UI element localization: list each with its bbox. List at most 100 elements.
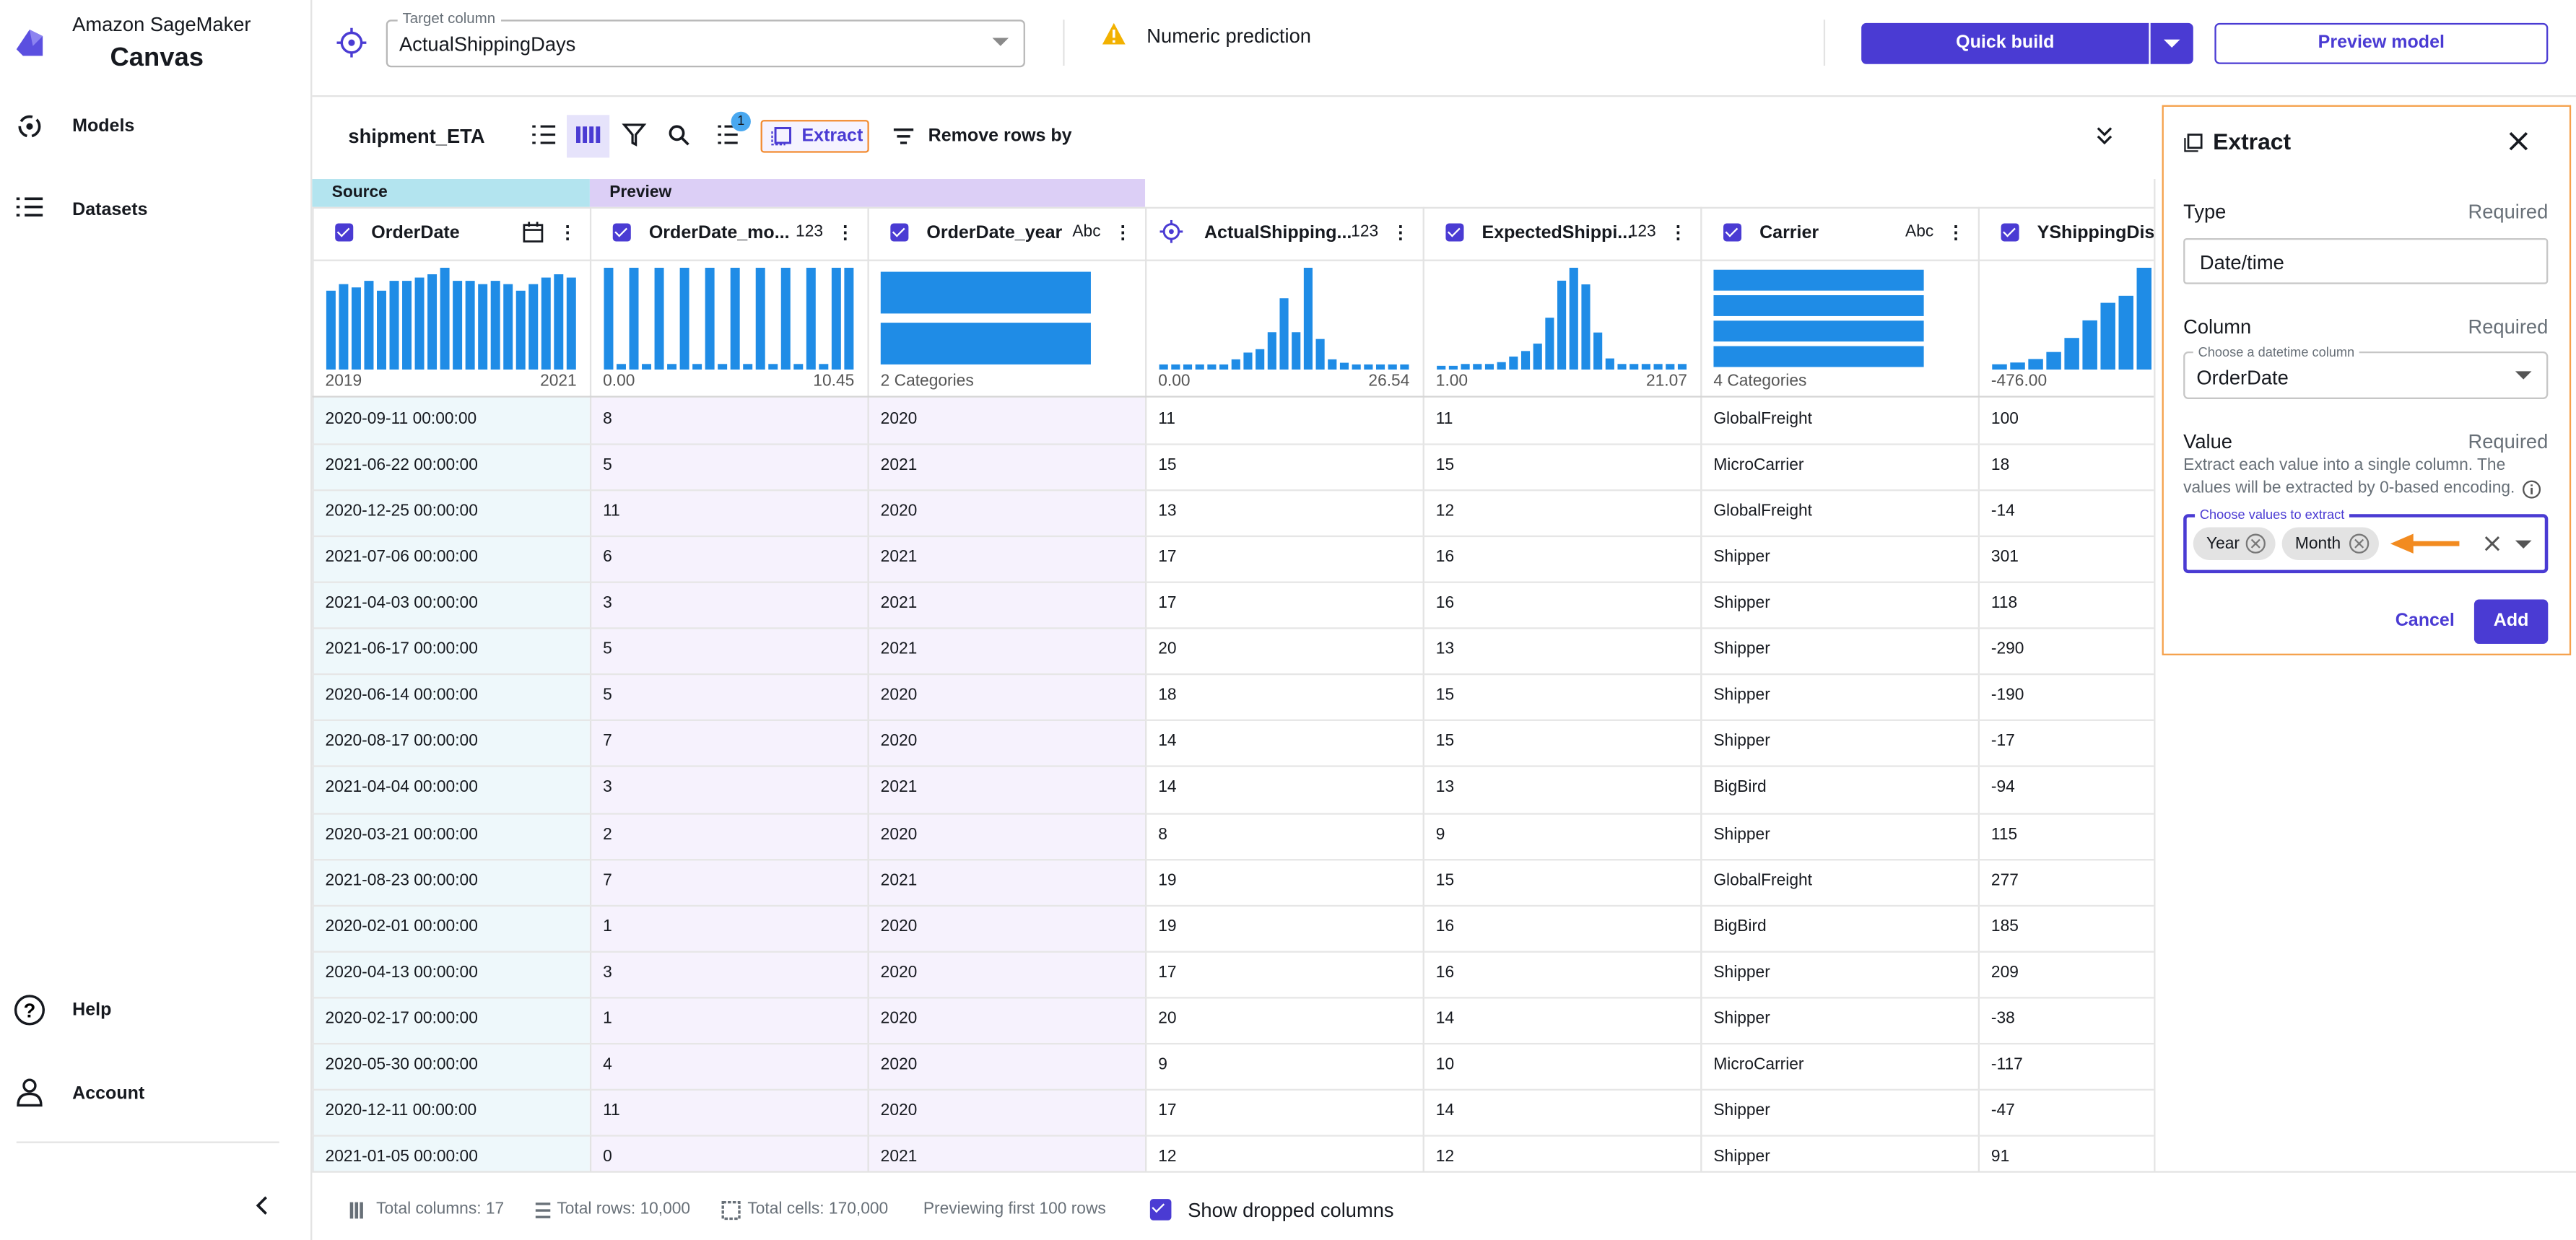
table-cell: 16 — [1435, 964, 1455, 982]
table-cell: 2020-12-11 00:00:00 — [325, 1101, 477, 1120]
total-columns: Total columns: 17 — [376, 1200, 505, 1219]
column-checkbox[interactable] — [612, 223, 631, 242]
collapse-icon[interactable] — [2094, 125, 2114, 147]
histogram-bar — [692, 364, 702, 370]
column-name: OrderDate — [371, 223, 460, 243]
table-cell: 13 — [1158, 502, 1177, 521]
column-menu[interactable]: ⋮ — [558, 223, 577, 243]
target-value: ActualShippingDays — [399, 32, 576, 56]
caret — [992, 38, 1009, 46]
histogram-bar — [1159, 364, 1168, 370]
histogram-bar — [755, 267, 765, 370]
table-cell: 12 — [1435, 502, 1455, 521]
table-cell: 2021-01-05 00:00:00 — [325, 1148, 478, 1166]
type-input[interactable] — [2183, 237, 2549, 284]
warning-icon — [1102, 22, 1126, 45]
table-cell: 2021-06-22 00:00:00 — [325, 456, 478, 475]
table-cell: 185 — [1990, 917, 2019, 936]
histogram-bar — [844, 267, 854, 370]
column-border — [1422, 206, 1424, 1171]
table-cell: 2020 — [880, 917, 918, 936]
nav-item[interactable]: Datasets — [72, 200, 148, 220]
remove-rows[interactable]: Remove rows by — [928, 126, 1072, 147]
nav-item[interactable]: Help — [72, 1000, 112, 1021]
column-menu[interactable]: ⋮ — [1391, 223, 1410, 243]
column-bg — [1700, 397, 1978, 1171]
histogram-bar — [1473, 364, 1482, 370]
table-cell: 0 — [603, 1148, 612, 1166]
badge: 1 — [731, 111, 751, 132]
histogram-min: -476.00 — [1990, 372, 2048, 391]
table-cell: Shipper — [1713, 825, 1770, 844]
histogram-bar — [667, 364, 677, 370]
column-menu[interactable]: ⋮ — [836, 223, 855, 243]
column-type: Abc — [1072, 223, 1101, 242]
table-cell: -14 — [1990, 502, 2015, 521]
date-icon — [523, 222, 544, 243]
table-cell: 18 — [1990, 456, 2010, 475]
quick-build-button[interactable]: Quick build — [1861, 22, 2149, 64]
chip[interactable] — [2193, 527, 2276, 560]
extract-icon — [771, 127, 791, 146]
chip-remove-icons[interactable] — [2245, 533, 2377, 554]
collapse-button[interactable] — [253, 1194, 272, 1217]
table-cell: 14 — [1158, 779, 1177, 798]
table-cell: 91 — [1990, 1148, 2010, 1166]
nav-item[interactable]: Account — [72, 1083, 145, 1104]
table-cell: 3 — [603, 779, 612, 798]
chip[interactable] — [2281, 527, 2379, 560]
histogram-bar — [1593, 332, 1603, 370]
clear-button[interactable] — [2484, 536, 2501, 552]
histogram-bar — [1279, 298, 1289, 370]
column-checkbox[interactable] — [890, 223, 909, 242]
add-button[interactable]: Add — [2473, 599, 2549, 644]
table-cell: 115 — [1990, 825, 2018, 844]
extract-button[interactable] — [760, 120, 869, 153]
histogram-min: 0.00 — [603, 372, 635, 391]
target-select[interactable] — [386, 19, 1025, 68]
histogram-bar — [427, 274, 438, 370]
column-checkbox[interactable] — [1723, 223, 1742, 242]
histogram-bar — [1677, 364, 1687, 370]
models-icon — [18, 115, 41, 138]
table-cell: 11 — [1158, 410, 1175, 429]
show-dropped-checkbox[interactable] — [1149, 1199, 1172, 1221]
table-cell: 2021 — [880, 595, 918, 614]
table-cell: 12 — [1435, 1148, 1455, 1166]
preview-model-button[interactable]: Preview model — [2214, 22, 2549, 64]
histogram-bar — [1315, 339, 1325, 370]
column-menu[interactable]: ⋮ — [1113, 223, 1132, 243]
column-menu[interactable]: ⋮ — [1668, 223, 1687, 243]
type-label: Type — [2183, 200, 2227, 224]
group-label: Source — [331, 183, 388, 202]
column-value: OrderDate — [2196, 366, 2289, 390]
histogram-bar — [1605, 358, 1614, 370]
column-checkbox[interactable] — [335, 223, 354, 242]
row-border — [312, 1135, 2154, 1137]
info-icon[interactable] — [2522, 479, 2541, 499]
table-cell: 2021-04-04 00:00:00 — [325, 779, 478, 798]
histogram-bar — [503, 284, 513, 370]
table-cell: 2020 — [880, 733, 918, 751]
cancel-button[interactable]: Cancel — [2395, 611, 2455, 631]
histogram-bar — [566, 277, 576, 370]
column-menu[interactable]: ⋮ — [1946, 223, 1965, 243]
table-cell: 1 — [603, 1009, 612, 1028]
topbar-border — [312, 95, 2576, 97]
histogram-bar — [490, 281, 500, 370]
histogram-bar — [1195, 364, 1204, 370]
table-cell: 16 — [1435, 595, 1455, 614]
table-cell: 2020-05-30 00:00:00 — [325, 1055, 478, 1074]
table-cell: -17 — [1990, 733, 2015, 751]
column-bg — [1145, 397, 1423, 1171]
column-checkbox[interactable] — [1445, 223, 1464, 242]
column-checkbox[interactable] — [2001, 223, 2019, 242]
column-select[interactable] — [2183, 351, 2549, 399]
table-cell: -290 — [1990, 641, 2024, 660]
footer-icons — [349, 1200, 741, 1221]
nav-item[interactable]: Models — [72, 116, 135, 136]
close-button[interactable] — [2509, 131, 2528, 151]
histogram-bar — [1292, 332, 1301, 370]
values-select[interactable] — [2183, 514, 2549, 574]
